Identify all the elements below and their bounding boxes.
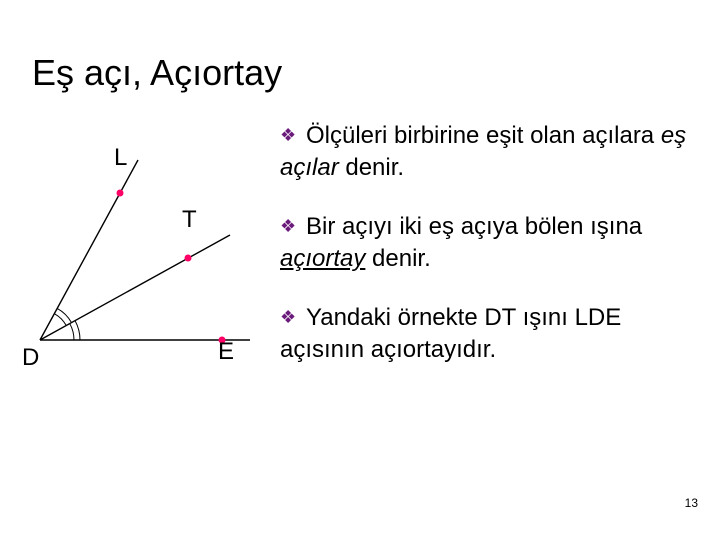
- diagram-label: E: [218, 338, 234, 366]
- bullet-text: Ölçüleri birbirine eşit olan açılara eş …: [280, 122, 686, 181]
- diagram-label: D: [22, 344, 39, 372]
- bullet-item: ❖Bir açıyı iki eş açıya bölen ışına açıo…: [280, 211, 690, 276]
- bullet-item: ❖Ölçüleri birbirine eşit olan açılara eş…: [280, 120, 690, 185]
- bullet-text: Bir açıyı iki eş açıya bölen ışına açıor…: [280, 213, 642, 272]
- bullet-item: ❖Yandaki örnekte DT ışını LDE açısının a…: [280, 302, 690, 367]
- bullet-text: Yandaki örnekte DT ışını LDE açısının aç…: [280, 304, 621, 363]
- diagram-label: T: [182, 206, 197, 234]
- diagram-svg: [20, 140, 280, 390]
- angle-bisector-diagram: D L T E: [20, 140, 280, 390]
- page-number: 13: [685, 496, 698, 510]
- diagram-label: L: [114, 144, 127, 172]
- bullet-diamond-icon: ❖: [280, 214, 294, 238]
- bullet-list: ❖Ölçüleri birbirine eşit olan açılara eş…: [280, 120, 690, 392]
- bullet-diamond-icon: ❖: [280, 305, 294, 329]
- bullet-diamond-icon: ❖: [280, 123, 294, 147]
- page-title: Eş açı, Açıortay: [32, 52, 282, 94]
